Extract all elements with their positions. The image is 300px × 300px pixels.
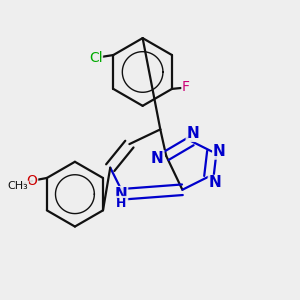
Text: N: N [115, 187, 128, 202]
Text: Cl: Cl [89, 51, 103, 65]
Text: O: O [27, 174, 38, 188]
Text: N: N [151, 151, 164, 166]
Text: N: N [186, 126, 199, 141]
Text: N: N [213, 144, 226, 159]
Text: F: F [182, 80, 190, 94]
Text: N: N [208, 176, 221, 190]
Text: H: H [116, 196, 126, 209]
Text: CH₃: CH₃ [8, 181, 29, 191]
